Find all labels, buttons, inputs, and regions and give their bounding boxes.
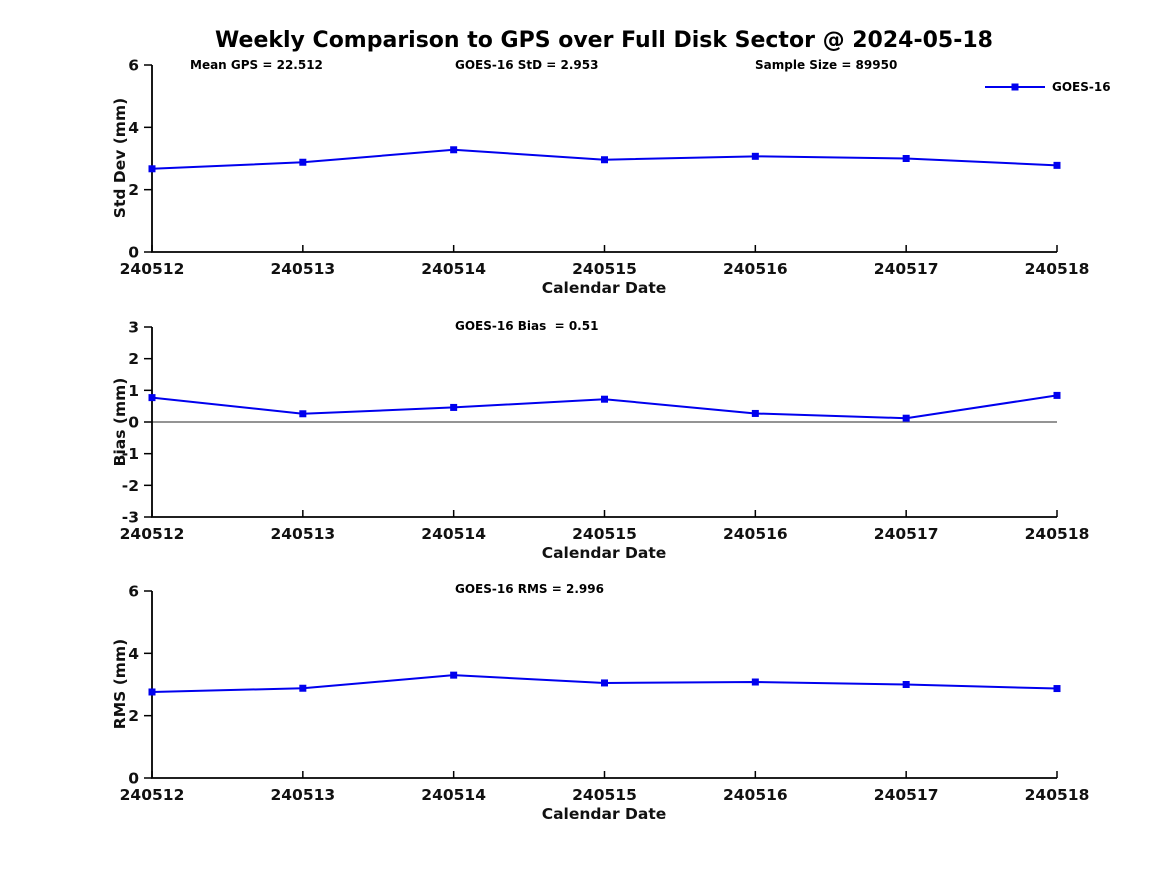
x-tick-label: 240513 — [270, 786, 335, 804]
x-tick-label: 240513 — [270, 525, 335, 543]
annotation-std: GOES-16 StD = 2.953 — [455, 58, 599, 72]
x-axis-label-bottom: Calendar Date — [541, 805, 667, 823]
data-point-marker — [902, 155, 910, 162]
y-axis-label-rms: RMS (mm) — [111, 638, 129, 730]
x-tick-label: 240516 — [723, 525, 788, 543]
x-axis-label-top: Calendar Date — [541, 279, 667, 297]
data-point-marker — [1053, 685, 1061, 693]
x-tick-label: 240518 — [1025, 260, 1090, 278]
annotation-sample-size: Sample Size = 89950 — [755, 58, 898, 72]
y-tick-label: 6 — [128, 57, 139, 75]
y-tick-label: 4 — [128, 119, 139, 137]
y-tick-label: 4 — [128, 645, 139, 663]
data-point-marker — [751, 152, 759, 160]
x-tick-label: 240517 — [874, 525, 939, 543]
data-point-marker — [299, 158, 307, 166]
data-point-marker — [299, 410, 307, 418]
x-tick-label: 240518 — [1025, 525, 1090, 543]
y-tick-label: -1 — [122, 445, 139, 463]
data-point-marker — [751, 678, 759, 686]
data-point-marker — [1053, 161, 1061, 169]
data-point-marker — [751, 409, 759, 417]
data-point-marker — [601, 395, 608, 403]
data-point-marker — [299, 684, 307, 692]
x-tick-label: 240512 — [120, 525, 185, 543]
annotation-mean-gps: Mean GPS = 22.512 — [190, 58, 323, 72]
data-point-marker — [601, 156, 608, 164]
y-tick-label: 2 — [128, 707, 139, 725]
y-tick-label: 0 — [128, 770, 139, 788]
x-tick-label: 240515 — [572, 525, 637, 543]
y-tick-label: 2 — [128, 350, 139, 368]
data-point-marker — [902, 414, 910, 422]
y-tick-label: 0 — [128, 414, 139, 432]
legend-sample-marker — [1011, 83, 1019, 91]
x-tick-label: 240512 — [120, 260, 185, 278]
x-tick-label: 240514 — [421, 786, 486, 804]
y-tick-label: -2 — [122, 477, 139, 495]
data-point-marker — [148, 165, 156, 173]
annotation-bias: GOES-16 Bias = 0.51 — [455, 319, 599, 333]
legend-label-goes16: GOES-16 — [1052, 80, 1111, 94]
data-point-marker — [1053, 391, 1061, 399]
x-tick-label: 240514 — [421, 260, 486, 278]
x-tick-label: 240518 — [1025, 786, 1090, 804]
x-tick-label: 240516 — [723, 260, 788, 278]
x-tick-label: 240517 — [874, 260, 939, 278]
x-tick-label: 240514 — [421, 525, 486, 543]
data-point-marker — [450, 671, 458, 679]
x-tick-label: 240513 — [270, 260, 335, 278]
y-tick-label: 2 — [128, 181, 139, 199]
x-axis-label-middle: Calendar Date — [541, 544, 667, 562]
x-tick-label: 240517 — [874, 786, 939, 804]
page-title: Weekly Comparison to GPS over Full Disk … — [215, 28, 993, 53]
x-tick-label: 240512 — [120, 786, 185, 804]
y-tick-label: 6 — [128, 583, 139, 601]
x-tick-label: 240515 — [572, 786, 637, 804]
y-axis-label-stddev: Std Dev (mm) — [111, 97, 129, 219]
data-point-marker — [601, 679, 608, 687]
x-tick-label: 240515 — [572, 260, 637, 278]
data-point-marker — [450, 403, 458, 411]
y-tick-label: -3 — [122, 509, 139, 527]
y-axis-label-bias: Bias (mm) — [111, 377, 129, 467]
annotation-rms: GOES-16 RMS = 2.996 — [455, 582, 604, 596]
data-point-marker — [148, 394, 156, 402]
y-tick-label: 3 — [128, 319, 139, 337]
data-point-marker — [148, 688, 156, 696]
y-tick-label: 0 — [128, 244, 139, 262]
y-tick-label: 1 — [128, 382, 139, 400]
data-point-marker — [902, 681, 910, 688]
data-point-marker — [450, 146, 458, 154]
x-tick-label: 240516 — [723, 786, 788, 804]
